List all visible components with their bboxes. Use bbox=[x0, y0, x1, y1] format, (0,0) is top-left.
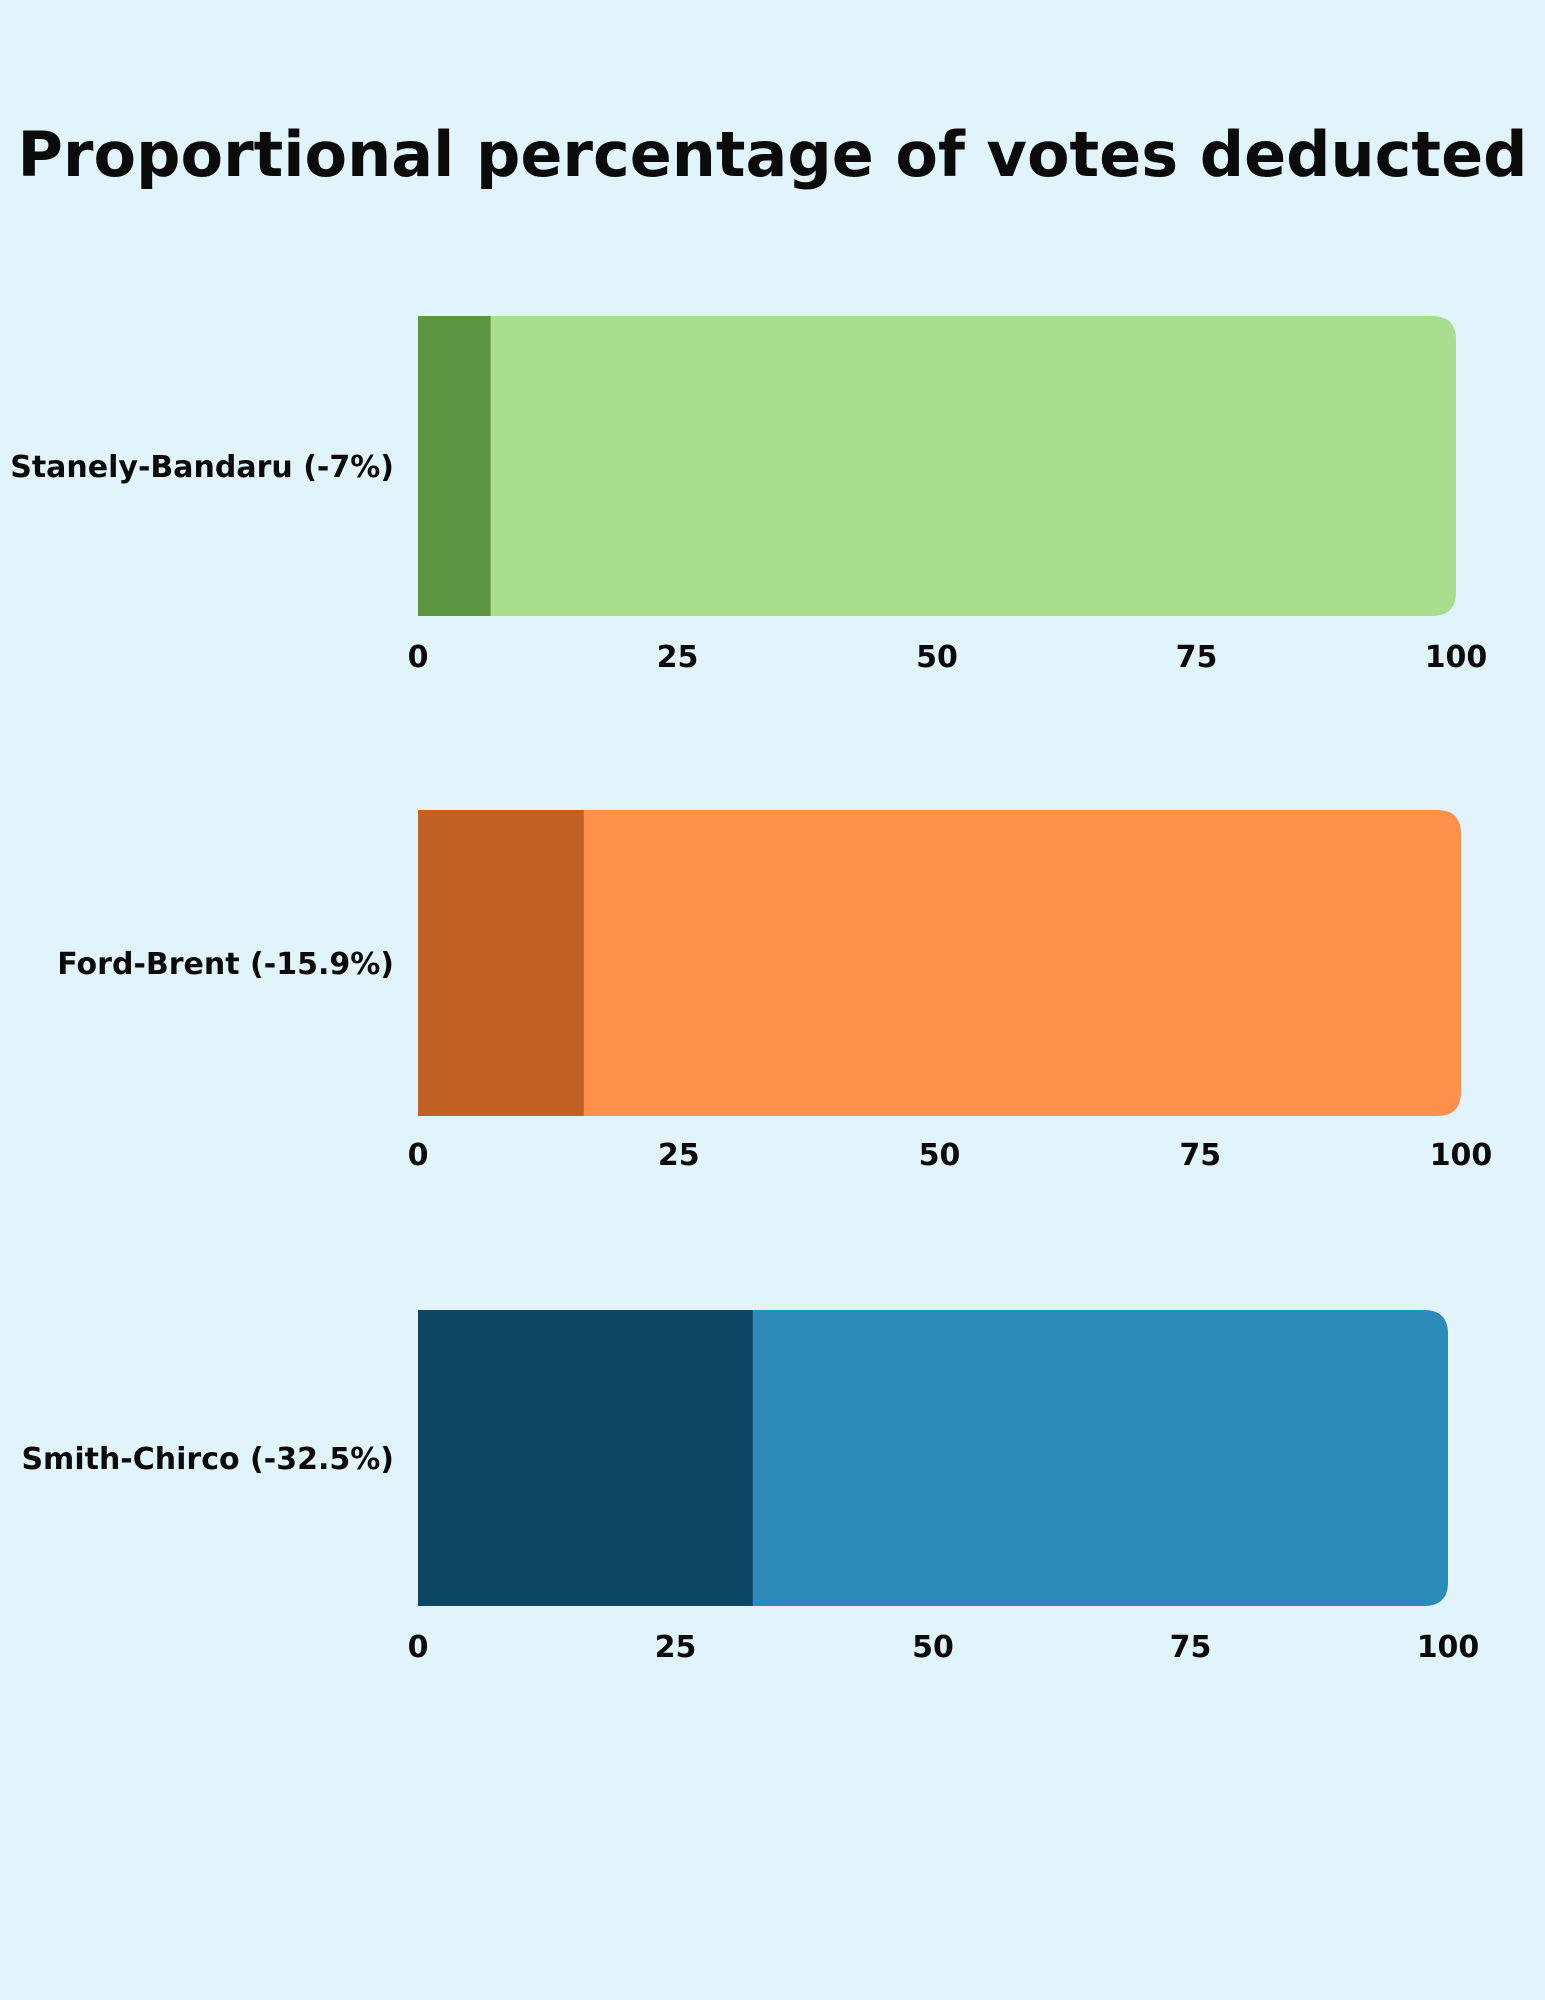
bar-remaining bbox=[418, 810, 1461, 1116]
row-label: Ford-Brent (-15.9%) bbox=[57, 947, 394, 982]
tick-label: 0 bbox=[408, 1630, 429, 1665]
tick-label: 25 bbox=[655, 1630, 697, 1665]
tick-label: 25 bbox=[658, 1138, 700, 1173]
bar-row-1: Stanely-Bandaru (-7%) 0 25 50 75 100 bbox=[10, 316, 1487, 675]
tick-label: 100 bbox=[1417, 1630, 1480, 1665]
tick-label: 50 bbox=[916, 640, 958, 675]
bar-deducted bbox=[418, 810, 584, 1116]
tick-label: 50 bbox=[912, 1630, 954, 1665]
tick-label: 100 bbox=[1425, 640, 1488, 675]
bar-row-3: Smith-Chirco (-32.5%) 0 25 50 75 100 bbox=[21, 1310, 1479, 1665]
tick-label: 100 bbox=[1430, 1138, 1493, 1173]
tick-label: 50 bbox=[919, 1138, 961, 1173]
tick-label: 25 bbox=[657, 640, 699, 675]
tick-label: 75 bbox=[1170, 1630, 1212, 1665]
row-label: Stanely-Bandaru (-7%) bbox=[10, 450, 394, 485]
tick-label: 0 bbox=[408, 640, 429, 675]
bar-deducted bbox=[418, 316, 491, 616]
bar-deducted bbox=[418, 1310, 753, 1606]
tick-label: 0 bbox=[408, 1138, 429, 1173]
bar-remaining bbox=[418, 316, 1456, 616]
bar-row-2: Ford-Brent (-15.9%) 0 25 50 75 100 bbox=[57, 810, 1492, 1173]
chart-title: Proportional percentage of votes deducte… bbox=[17, 118, 1528, 191]
tick-label: 75 bbox=[1179, 1138, 1221, 1173]
row-label: Smith-Chirco (-32.5%) bbox=[21, 1442, 394, 1477]
tick-label: 75 bbox=[1176, 640, 1218, 675]
